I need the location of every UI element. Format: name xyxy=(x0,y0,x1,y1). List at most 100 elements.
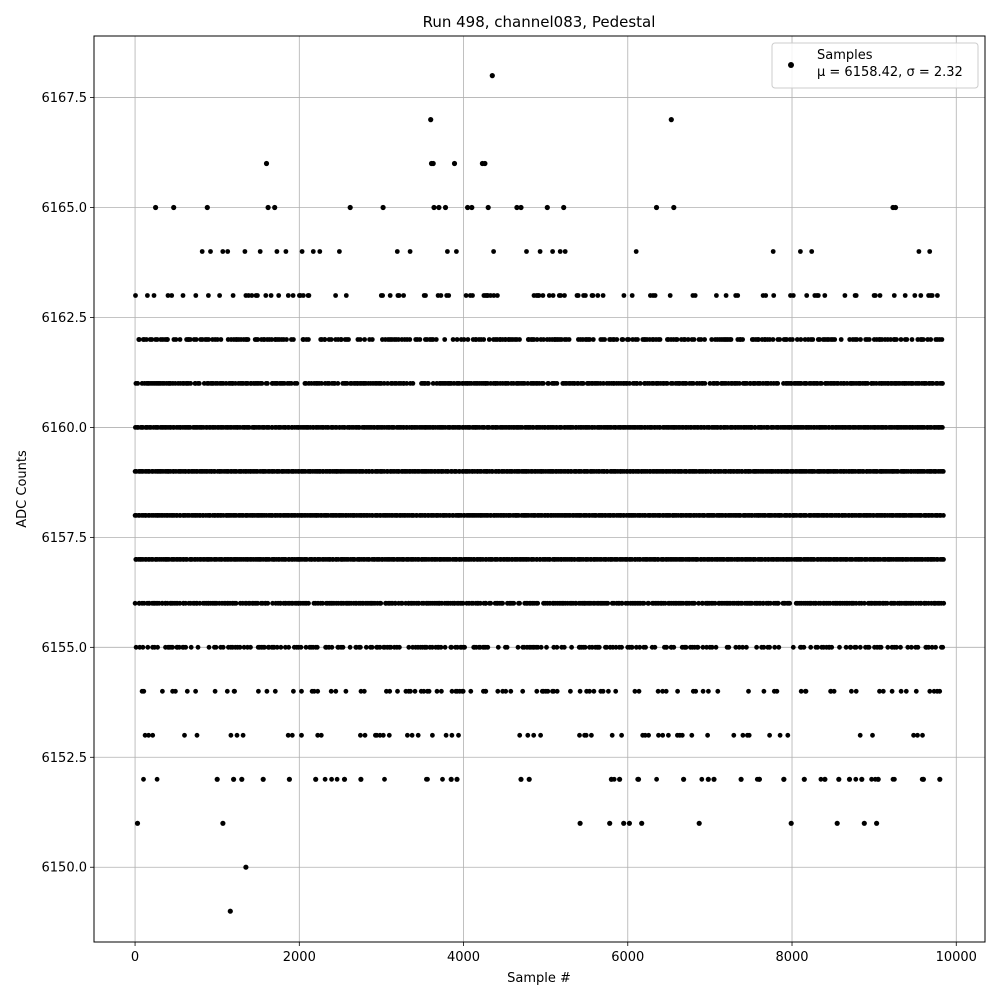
data-point xyxy=(664,381,670,386)
data-point xyxy=(442,337,448,342)
data-point xyxy=(822,776,828,782)
legend-stats: μ = 6158.42, σ = 2.32 xyxy=(817,65,963,80)
data-point xyxy=(248,644,253,650)
data-point xyxy=(268,293,274,298)
data-point xyxy=(149,337,155,342)
data-point xyxy=(407,249,413,254)
data-point xyxy=(664,644,669,650)
data-point xyxy=(927,249,933,254)
data-point xyxy=(263,293,269,298)
data-point xyxy=(809,249,815,254)
data-point xyxy=(538,732,543,738)
data-point xyxy=(633,249,639,254)
data-point xyxy=(712,600,718,606)
data-point xyxy=(173,337,179,342)
data-point xyxy=(912,293,918,298)
data-point xyxy=(231,776,237,782)
data-point xyxy=(848,644,854,650)
data-point xyxy=(291,337,296,342)
data-point xyxy=(787,600,793,606)
data-point xyxy=(937,776,943,782)
data-point xyxy=(220,249,226,254)
data-point xyxy=(889,688,895,694)
data-point xyxy=(685,337,691,342)
data-point xyxy=(913,688,919,694)
data-point xyxy=(815,644,820,650)
data-point xyxy=(334,776,340,782)
data-point xyxy=(723,293,729,298)
data-point xyxy=(195,644,201,650)
data-point xyxy=(794,337,800,342)
data-point xyxy=(550,249,555,254)
data-point xyxy=(246,293,251,298)
data-point xyxy=(935,293,940,298)
data-point xyxy=(838,337,844,342)
data-point xyxy=(262,644,267,650)
data-point xyxy=(460,600,466,606)
data-point xyxy=(228,732,234,738)
data-point xyxy=(338,337,344,342)
data-point xyxy=(361,688,367,694)
data-point xyxy=(771,293,777,298)
data-point xyxy=(230,293,236,298)
data-point xyxy=(218,337,224,342)
data-point xyxy=(380,732,386,738)
data-point xyxy=(707,381,713,386)
data-point xyxy=(362,732,368,738)
data-point xyxy=(239,776,245,782)
data-point xyxy=(620,337,626,342)
data-point xyxy=(775,381,781,386)
data-point xyxy=(289,732,295,738)
data-point xyxy=(378,600,384,606)
data-point xyxy=(869,776,874,782)
data-point xyxy=(396,337,401,342)
x-tick-label: 2000 xyxy=(283,950,316,965)
data-point xyxy=(894,337,899,342)
data-point xyxy=(744,644,749,650)
data-point xyxy=(322,337,328,342)
data-point xyxy=(763,293,769,298)
data-point xyxy=(303,644,309,650)
data-point xyxy=(566,337,572,342)
data-point xyxy=(436,204,442,211)
data-point xyxy=(283,644,288,650)
data-point xyxy=(463,293,469,298)
data-point xyxy=(892,204,899,211)
data-point xyxy=(188,381,194,386)
data-point xyxy=(767,732,772,738)
data-point xyxy=(858,337,863,342)
data-point xyxy=(438,293,444,298)
data-point xyxy=(798,688,804,694)
data-point xyxy=(140,644,146,650)
data-point xyxy=(941,557,946,562)
data-point xyxy=(898,337,904,342)
data-point xyxy=(754,644,759,650)
data-point xyxy=(426,381,431,386)
data-point xyxy=(916,249,922,254)
data-point xyxy=(699,776,705,782)
data-point xyxy=(891,293,897,298)
legend-marker xyxy=(788,62,794,68)
data-point xyxy=(903,688,909,694)
data-point xyxy=(288,381,294,386)
data-point xyxy=(605,600,611,606)
data-point xyxy=(504,644,510,650)
data-point xyxy=(705,732,710,738)
data-point xyxy=(781,776,787,782)
data-point xyxy=(909,644,914,650)
data-point xyxy=(146,732,152,738)
data-point xyxy=(423,293,428,298)
data-point xyxy=(285,732,291,738)
data-point xyxy=(486,337,492,342)
data-point xyxy=(815,293,821,298)
data-point xyxy=(857,732,863,738)
data-point xyxy=(536,293,542,298)
data-point xyxy=(711,776,717,782)
data-point xyxy=(260,776,266,782)
data-point xyxy=(877,688,882,694)
data-point xyxy=(155,644,161,650)
data-point xyxy=(491,293,497,298)
data-point xyxy=(456,732,461,738)
data-point xyxy=(550,293,556,298)
data-point xyxy=(265,381,270,386)
